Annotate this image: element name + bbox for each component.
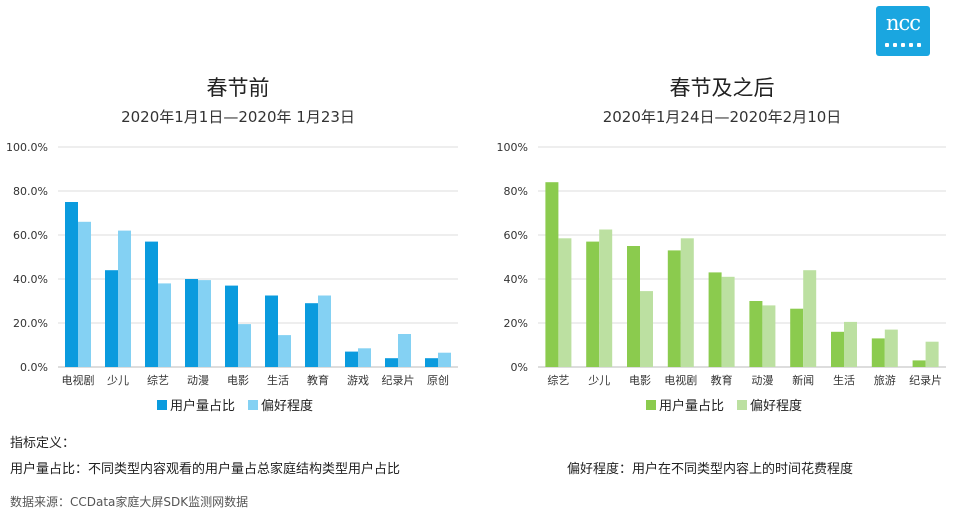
left-bar-preference — [158, 283, 171, 367]
right-bar-user-share — [627, 246, 640, 367]
logo-dots — [885, 43, 921, 47]
right-bar-user-share — [871, 338, 885, 367]
right-bar-user-share — [545, 182, 559, 367]
right-bar-user-share — [912, 360, 926, 367]
right-chart-subtitle: 2020年1月24日—2020年2月10日 — [602, 108, 842, 126]
right-category-label: 教育 — [711, 373, 733, 387]
right-bar-preference — [640, 291, 653, 367]
right-bar-preference — [721, 276, 735, 367]
right-bar-user-share — [708, 272, 722, 367]
definition-user-share: 用户量占比：不同类型内容观看的用户量占总家庭结构类型用户占比 — [10, 462, 401, 477]
right-bar-preference — [599, 229, 613, 367]
logo-text: ncc — [885, 11, 921, 35]
left-bar-preference — [438, 352, 451, 367]
right-bar-user-share — [831, 331, 844, 367]
left-bar-preference — [398, 334, 411, 367]
data-source-note: 数据来源：CCData家庭大屏SDK监测网数据 — [10, 495, 249, 509]
left-bar-user-share — [185, 279, 198, 367]
left-category-label: 动漫 — [187, 373, 209, 387]
right-category-label: 电影 — [629, 374, 651, 387]
right-legend-label: 偏好程度 — [750, 398, 802, 414]
right-legend-label: 用户量占比 — [659, 398, 724, 414]
right-bar-preference — [762, 305, 776, 367]
right-bar-user-share — [749, 301, 763, 367]
left-chart-subtitle: 2020年1月1日—2020年 1月23日 — [121, 108, 355, 126]
left-legend-swatch — [157, 400, 167, 410]
left-bar-preference — [358, 348, 371, 367]
right-bar-preference — [558, 238, 572, 367]
left-y-tick-label: 40.0% — [13, 273, 48, 286]
right-bar-preference — [803, 270, 817, 367]
left-bar-preference — [238, 324, 251, 367]
definitions-heading: 指标定义： — [10, 436, 76, 451]
right-category-label: 旅游 — [874, 373, 896, 387]
left-category-label: 生活 — [267, 373, 289, 387]
right-category-label: 新闻 — [792, 373, 814, 387]
left-bar-user-share — [345, 351, 358, 367]
left-category-label: 教育 — [307, 373, 329, 387]
left-category-label: 纪录片 — [382, 374, 415, 387]
right-chart-title: 春节及之后 — [669, 76, 775, 100]
left-bar-user-share — [305, 303, 318, 367]
left-category-label: 游戏 — [347, 374, 369, 387]
right-bar-user-share — [790, 308, 804, 367]
right-category-label: 电视剧 — [664, 373, 697, 387]
right-bar-user-share — [586, 241, 600, 367]
left-bar-user-share — [425, 358, 438, 367]
definition-preference: 偏好程度：用户在不同类型内容上的时间花费程度 — [567, 462, 854, 477]
right-y-tick-label: 0% — [511, 361, 528, 374]
left-bar-preference — [78, 221, 91, 367]
right-bar-user-share — [667, 250, 681, 367]
right-bar-chart: 0% 20% 40% 60% 80% 100% 综艺 少儿 电影 电视剧 教育 动漫 新闻 生活 旅游 纪录片… — [497, 141, 946, 414]
left-y-tick-label: 0.0% — [20, 361, 48, 374]
right-category-label: 生活 — [833, 373, 855, 387]
right-bar-preference — [925, 341, 939, 367]
left-y-tick-label: 20.0% — [13, 317, 48, 330]
left-legend-label: 用户量占比 — [170, 398, 235, 414]
right-y-tick-label: 20% — [504, 317, 528, 330]
right-y-tick-label: 40% — [504, 273, 528, 286]
left-bar-preference — [278, 335, 291, 367]
ncc-logo: ncc — [876, 6, 930, 56]
right-bar-preference — [884, 329, 898, 367]
left-bar-user-share — [265, 295, 278, 367]
left-category-label: 综艺 — [147, 373, 169, 387]
left-legend-swatch — [248, 400, 258, 410]
left-category-label: 电影 — [227, 374, 249, 387]
left-bar-user-share — [105, 270, 118, 367]
right-legend-swatch — [646, 400, 656, 410]
left-y-tick-label: 100.0% — [6, 141, 48, 154]
left-bar-user-share — [145, 241, 158, 367]
left-bar-user-share — [65, 202, 78, 367]
left-legend-label: 偏好程度 — [261, 398, 313, 414]
left-y-tick-label: 80.0% — [13, 185, 48, 198]
right-category-label: 少儿 — [588, 374, 610, 387]
right-category-label: 综艺 — [547, 373, 569, 387]
left-bar-preference — [118, 230, 131, 367]
right-y-tick-label: 80% — [504, 185, 528, 198]
right-y-tick-label: 60% — [504, 229, 528, 242]
left-bar-preference — [198, 280, 211, 367]
right-category-label: 动漫 — [751, 373, 773, 387]
right-y-tick-label: 100% — [497, 141, 528, 154]
right-bar-preference — [844, 321, 857, 367]
left-category-label: 少儿 — [107, 374, 129, 387]
left-chart-title: 春节前 — [206, 76, 270, 100]
right-bar-preference — [680, 238, 694, 367]
left-bar-preference — [318, 295, 331, 367]
right-legend-swatch — [737, 400, 747, 410]
left-category-label: 原创 — [427, 374, 449, 387]
left-bar-user-share — [225, 285, 238, 367]
left-y-tick-label: 60.0% — [13, 229, 48, 242]
left-bar-user-share — [385, 358, 398, 367]
left-category-label: 电视剧 — [62, 373, 95, 387]
right-category-label: 纪录片 — [909, 374, 942, 387]
left-bar-chart: 0.0% 20.0% 40.0% 60.0% 80.0% 100.0% 电视剧 少儿 综艺 动漫 电… — [6, 141, 458, 414]
